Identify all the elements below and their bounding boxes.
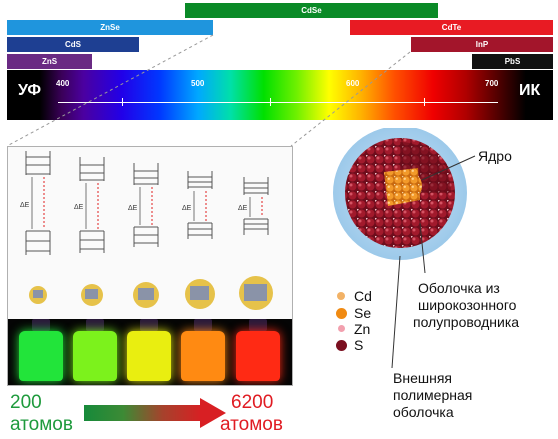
shell-label-line: Оболочка из xyxy=(418,280,500,296)
delta-e-label: ΔE xyxy=(20,202,30,209)
vial-cap xyxy=(32,319,50,331)
visible-spectrum xyxy=(7,70,553,120)
tick xyxy=(424,98,425,106)
polymer-label-line: полимерная xyxy=(393,387,473,403)
cd-atom-icon xyxy=(337,292,345,300)
energy-levels-diagram: ΔE ΔE ΔE ΔE ΔE xyxy=(20,151,273,310)
nanocrystals xyxy=(29,276,273,310)
bar-cds: CdS xyxy=(7,37,139,52)
vial-cap xyxy=(86,319,104,331)
growth-arrow xyxy=(84,405,202,421)
vial xyxy=(127,331,171,381)
core-shell-diagram xyxy=(333,128,476,369)
vial xyxy=(73,331,117,381)
legend-zn: Zn xyxy=(354,321,371,337)
size-comparison-panel: ΔE ΔE ΔE ΔE ΔE xyxy=(7,146,293,386)
vial xyxy=(236,331,280,381)
tick xyxy=(122,98,123,106)
tick-label-400: 400 xyxy=(56,79,70,88)
bar-znse: ZnSe xyxy=(7,20,213,35)
legend-cd: Cd xyxy=(354,288,372,304)
legend-se: Se xyxy=(354,305,372,321)
delta-e-label: ΔE xyxy=(238,205,248,212)
delta-e-label: ΔE xyxy=(74,204,84,211)
delta-e-label: ΔE xyxy=(128,205,138,212)
vial-cap xyxy=(194,319,212,331)
end-atoms-unit: атомов xyxy=(220,414,283,435)
shell-label-line: полупроводника xyxy=(413,314,520,330)
wavelength-axis xyxy=(58,102,498,103)
ir-label: ИК xyxy=(519,82,541,99)
tick-label-700: 700 xyxy=(485,79,499,88)
tick xyxy=(270,98,271,106)
vial xyxy=(19,331,63,381)
start-atoms-count: 200 xyxy=(10,392,42,413)
glowing-vials xyxy=(8,319,292,385)
bar-cdte: CdTe xyxy=(350,20,553,35)
bar-inp: InP xyxy=(411,37,553,52)
bar-cdse: CdSe xyxy=(185,3,438,18)
tick-label-500: 500 xyxy=(191,79,205,88)
growth-arrow-head xyxy=(200,398,226,428)
vial xyxy=(181,331,225,381)
core-label: Ядро xyxy=(478,148,512,164)
tick-label-600: 600 xyxy=(346,79,360,88)
legend-s: S xyxy=(354,337,364,353)
start-atoms-unit: атомов xyxy=(10,414,73,435)
zn-atom-icon xyxy=(338,325,345,332)
end-atoms-count: 6200 xyxy=(231,392,274,413)
vial-cap xyxy=(140,319,158,331)
delta-e-label: ΔE xyxy=(182,205,192,212)
shell-label-line: широкозонного xyxy=(418,297,517,313)
zoom-lines xyxy=(6,34,411,147)
polymer-label-line: оболочка xyxy=(393,404,454,420)
uv-label: УФ xyxy=(18,82,41,99)
vial-cap xyxy=(249,319,267,331)
polymer-label-line: Внешняя xyxy=(393,370,452,386)
bar-pbs: PbS xyxy=(472,54,553,69)
s-atom-icon xyxy=(336,340,347,351)
se-atom-icon xyxy=(336,308,347,319)
bar-zns: ZnS xyxy=(7,54,92,69)
